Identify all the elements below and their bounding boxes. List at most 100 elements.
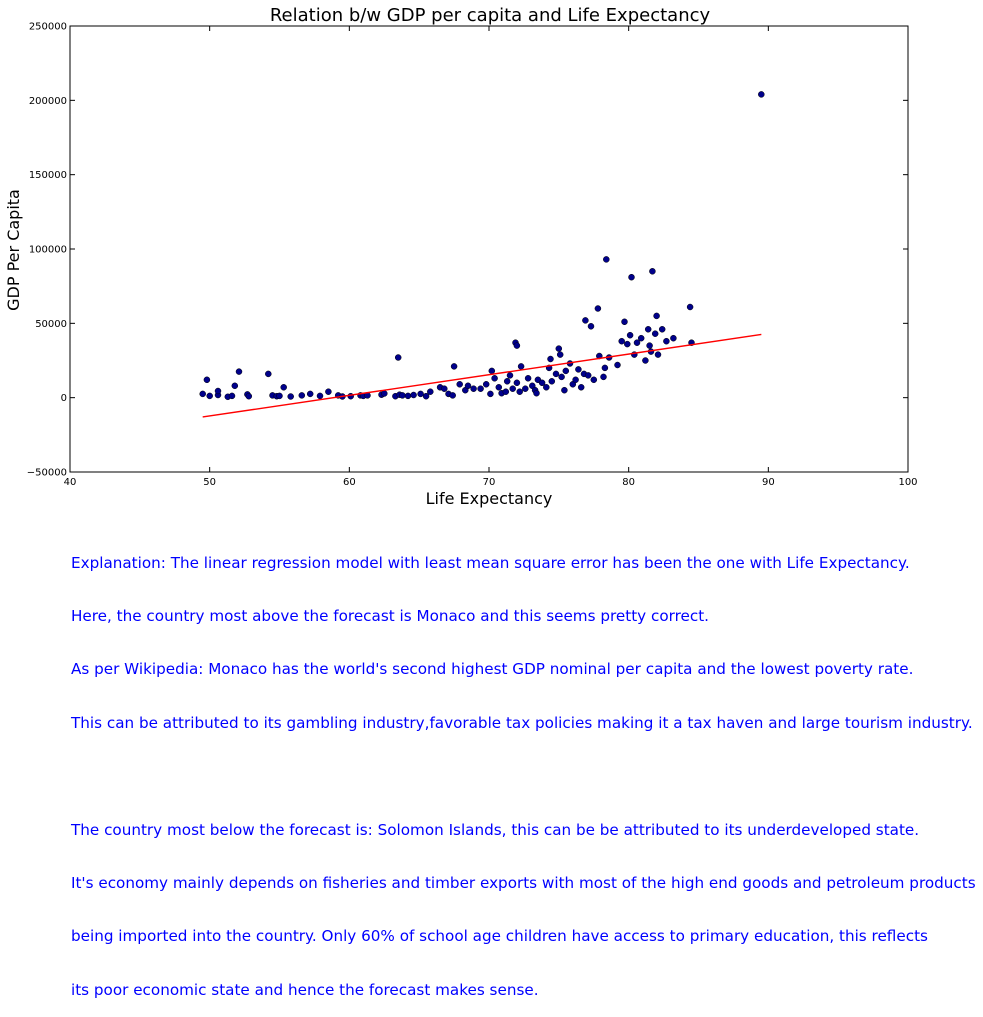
data-point: [513, 342, 521, 349]
data-point: [199, 390, 206, 398]
data-point: [543, 384, 550, 391]
explanation-line: The country most below the forecast is: …: [71, 820, 920, 839]
data-point: [556, 351, 564, 358]
data-point: [646, 342, 653, 349]
data-point: [228, 392, 236, 400]
data-point: [562, 367, 570, 375]
data-point: [584, 372, 592, 379]
scatter-chart: Relation b/w GDP per capita and Life Exp…: [4, 5, 918, 508]
data-point: [449, 392, 456, 399]
x-axis-label: Life Expectancy: [426, 489, 553, 508]
data-point: [450, 363, 458, 370]
data-point: [524, 375, 532, 382]
data-point: [399, 392, 406, 399]
data-point: [516, 388, 523, 395]
data-point: [522, 385, 529, 392]
plot-marks: [199, 91, 765, 418]
data-point: [600, 373, 607, 381]
data-point: [404, 392, 412, 400]
regression-line: [202, 333, 762, 418]
data-point: [555, 345, 563, 352]
data-point: [621, 318, 628, 326]
data-point: [325, 388, 332, 395]
x-tick-label: 70: [483, 477, 496, 488]
data-point: [517, 363, 525, 370]
data-point: [533, 389, 540, 397]
data-point: [280, 384, 287, 391]
data-point: [470, 385, 477, 392]
data-point: [577, 384, 585, 391]
data-point: [488, 367, 496, 375]
y-tick-label: 100000: [29, 245, 67, 256]
data-point: [642, 357, 649, 364]
x-axis-ticks: 40 50 60 70 80 90 100: [64, 26, 918, 488]
data-point: [509, 385, 516, 392]
x-tick-label: 100: [898, 477, 917, 488]
data-point: [491, 375, 498, 382]
data-point: [347, 392, 354, 400]
data-point: [644, 326, 652, 333]
x-tick-label: 50: [203, 477, 216, 488]
data-point: [663, 337, 670, 345]
data-point: [477, 385, 484, 392]
y-tick-label: 0: [61, 393, 67, 404]
data-point: [203, 376, 211, 384]
data-point: [572, 376, 579, 384]
x-tick-label: 90: [762, 477, 775, 488]
data-point: [441, 385, 448, 392]
data-point: [686, 303, 694, 311]
data-point: [298, 392, 306, 399]
data-point: [651, 330, 659, 337]
data-point: [427, 388, 434, 395]
data-point: [456, 381, 463, 388]
plot-frame: [69, 25, 909, 473]
data-point: [590, 376, 598, 384]
explanation-line: its poor economic state and hence the fo…: [71, 980, 539, 999]
data-point: [422, 392, 430, 400]
explanation-line: Here, the country most above the forecas…: [71, 606, 709, 625]
data-point: [487, 390, 494, 398]
data-point: [637, 334, 645, 342]
explanation-line: This can be attributed to its gambling i…: [71, 713, 973, 732]
data-point: [758, 91, 765, 98]
data-point: [394, 354, 402, 361]
data-point: [235, 368, 243, 375]
explanation-text: Explanation: The linear regression model…: [71, 519, 981, 1017]
data-point: [624, 340, 631, 348]
data-point: [538, 379, 546, 387]
explanation-line: It's economy mainly depends on fisheries…: [71, 873, 976, 892]
y-tick-label: 50000: [35, 319, 67, 330]
data-point: [552, 370, 560, 378]
data-point: [276, 392, 283, 400]
explanation-line: As per Wikipedia: Monaco has the world's…: [71, 660, 914, 679]
explanation-line: Explanation: The linear regression model…: [71, 553, 910, 572]
data-point: [206, 392, 213, 400]
y-axis-label: GDP Per Capita: [4, 189, 23, 311]
data-point: [670, 334, 677, 342]
x-tick-label: 60: [343, 477, 356, 488]
data-point: [214, 387, 222, 395]
data-point: [513, 379, 521, 387]
data-point: [626, 331, 634, 339]
data-point: [482, 381, 490, 388]
data-point: [653, 312, 660, 320]
data-point: [506, 372, 514, 379]
data-point: [547, 355, 554, 363]
data-point: [265, 370, 272, 378]
data-point: [603, 256, 610, 263]
x-tick-label: 80: [622, 477, 635, 488]
data-point: [575, 366, 582, 373]
data-point: [417, 390, 424, 398]
data-point: [306, 390, 314, 398]
data-point: [654, 351, 662, 358]
data-point: [503, 378, 511, 385]
y-tick-label: 250000: [29, 22, 67, 33]
data-point: [231, 382, 239, 390]
chart-title: Relation b/w GDP per capita and Life Exp…: [270, 5, 711, 26]
data-point: [548, 378, 556, 385]
data-point: [558, 373, 565, 381]
data-point: [614, 361, 621, 369]
data-point: [287, 393, 294, 400]
data-point: [381, 390, 388, 397]
y-tick-label: −50000: [27, 468, 67, 479]
